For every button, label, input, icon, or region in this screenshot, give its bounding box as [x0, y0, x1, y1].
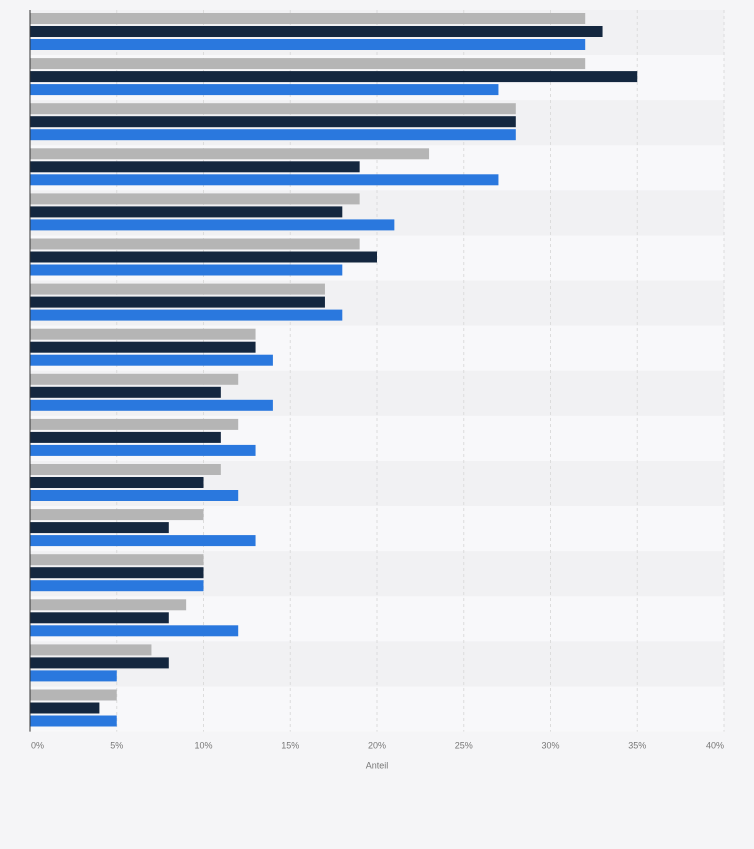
bar[interactable]	[30, 251, 377, 263]
bar[interactable]	[30, 219, 395, 231]
bar[interactable]	[30, 399, 273, 411]
bar[interactable]	[30, 174, 499, 186]
bar[interactable]	[30, 702, 100, 714]
bar[interactable]	[30, 26, 603, 37]
bar[interactable]	[30, 715, 117, 727]
x-tick-labels: 0% 5% 10% 15% 20% 25% 30% 35% 40%	[31, 741, 724, 751]
x-tick-label: 5%	[110, 741, 123, 751]
bar[interactable]	[30, 328, 256, 340]
x-tick-label: 40%	[706, 741, 724, 751]
bar[interactable]	[30, 116, 516, 128]
bar[interactable]	[30, 354, 273, 366]
x-tick-label: 35%	[628, 741, 646, 751]
bar[interactable]	[30, 567, 204, 579]
bar[interactable]	[30, 418, 239, 430]
x-tick-label: 30%	[541, 741, 559, 751]
bar[interactable]	[30, 580, 204, 592]
x-tick-label: 25%	[455, 741, 473, 751]
bar[interactable]	[30, 193, 360, 205]
bar[interactable]	[30, 657, 169, 669]
bar[interactable]	[30, 71, 638, 83]
bar[interactable]	[30, 689, 117, 701]
bar[interactable]	[30, 309, 343, 321]
bar[interactable]	[30, 535, 256, 547]
bar[interactable]	[30, 490, 239, 501]
bar[interactable]	[30, 670, 117, 682]
x-tick-label: 20%	[368, 741, 386, 751]
bar[interactable]	[30, 13, 586, 24]
bar[interactable]	[30, 238, 360, 250]
bar[interactable]	[30, 161, 360, 173]
bar[interactable]	[30, 103, 516, 115]
bar[interactable]	[30, 206, 343, 218]
bar[interactable]	[30, 296, 325, 308]
x-tick-label: 0%	[31, 741, 44, 751]
bar[interactable]	[30, 644, 152, 656]
bar[interactable]	[30, 612, 169, 624]
bar[interactable]	[30, 477, 204, 488]
bars	[30, 13, 638, 727]
bar[interactable]	[30, 129, 516, 141]
bar[interactable]	[30, 599, 187, 611]
x-tick-label: 10%	[194, 741, 212, 751]
x-tick-label: 15%	[281, 741, 299, 751]
bar[interactable]	[30, 554, 204, 566]
bar[interactable]	[30, 373, 239, 385]
bar[interactable]	[30, 39, 586, 50]
bar[interactable]	[30, 444, 256, 456]
bar[interactable]	[30, 84, 499, 96]
x-axis-title: Anteil	[366, 761, 389, 771]
bar[interactable]	[30, 58, 586, 70]
bar[interactable]	[30, 431, 221, 443]
bar[interactable]	[30, 464, 221, 475]
bar[interactable]	[30, 625, 239, 637]
bar[interactable]	[30, 148, 430, 160]
bar[interactable]	[30, 341, 256, 353]
bar[interactable]	[30, 386, 221, 398]
bar[interactable]	[30, 264, 343, 276]
bar[interactable]	[30, 509, 204, 521]
bar[interactable]	[30, 522, 169, 534]
bar[interactable]	[30, 283, 325, 295]
